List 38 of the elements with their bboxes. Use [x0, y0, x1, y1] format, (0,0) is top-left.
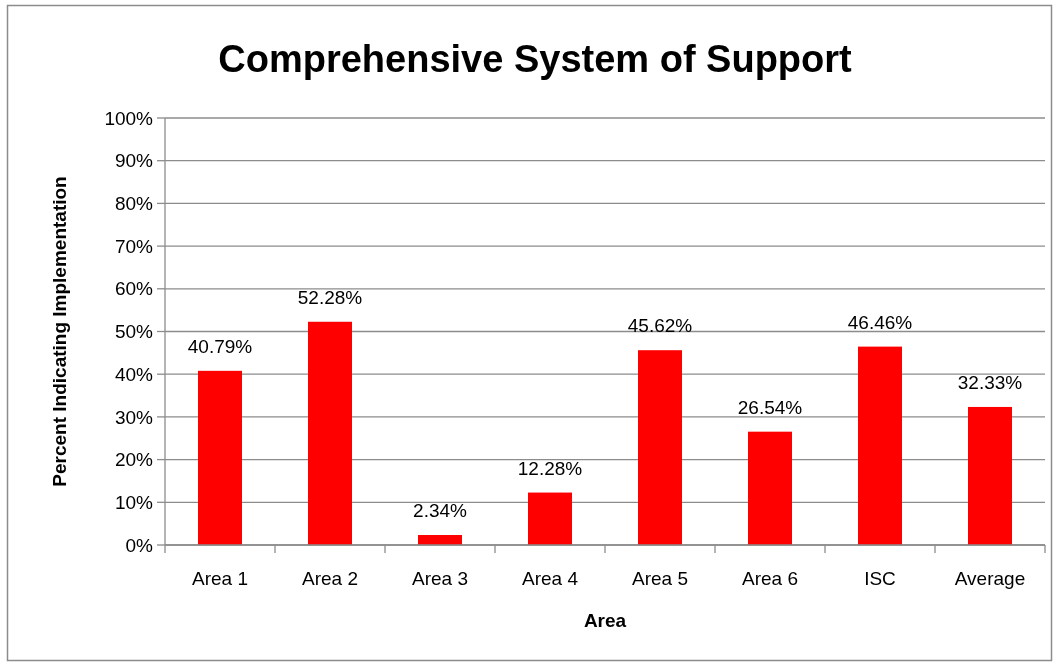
data-label: 52.28% [297, 286, 363, 308]
data-label: 12.28% [517, 457, 583, 479]
y-tick-label: 0% [125, 534, 154, 556]
y-tick-label: 90% [114, 150, 154, 172]
bar [308, 321, 352, 545]
y-tick-label: 40% [114, 363, 154, 385]
data-label: 32.33% [957, 371, 1023, 393]
x-tick-label: ISC [864, 568, 896, 589]
bar [858, 346, 902, 545]
x-tick-label: Area 5 [632, 568, 688, 589]
x-tick-label: Area 6 [742, 568, 798, 589]
x-tick-label: Area 4 [522, 568, 579, 589]
y-axis-title: Percent Indicating Implementation [49, 176, 70, 487]
x-tick-label: Area 2 [302, 568, 358, 589]
x-axis-title: Area [583, 610, 627, 631]
x-tick-label: Area 3 [412, 568, 468, 589]
y-tick-label: 100% [104, 107, 154, 129]
y-tick-label: 80% [114, 193, 154, 215]
x-tick-label: Area 1 [192, 568, 248, 589]
data-label: 40.79% [187, 335, 253, 357]
data-label: 26.54% [737, 396, 803, 418]
x-tick-label: Average [954, 568, 1026, 589]
bar [198, 370, 242, 545]
y-tick-label: 70% [114, 235, 154, 257]
chart-title: Comprehensive System of Support [218, 38, 853, 80]
data-label: 46.46% [847, 311, 913, 333]
data-label: 45.62% [627, 315, 693, 337]
bar [638, 350, 682, 545]
y-tick-label: 20% [114, 449, 154, 471]
data-label: 2.34% [413, 500, 468, 522]
bar [528, 492, 572, 545]
y-tick-label: 60% [114, 278, 154, 300]
bar [968, 406, 1012, 545]
bar [418, 535, 462, 545]
y-tick-label: 50% [114, 321, 154, 343]
y-tick-label: 30% [114, 406, 154, 428]
bar [748, 431, 792, 545]
y-tick-label: 10% [114, 491, 154, 513]
